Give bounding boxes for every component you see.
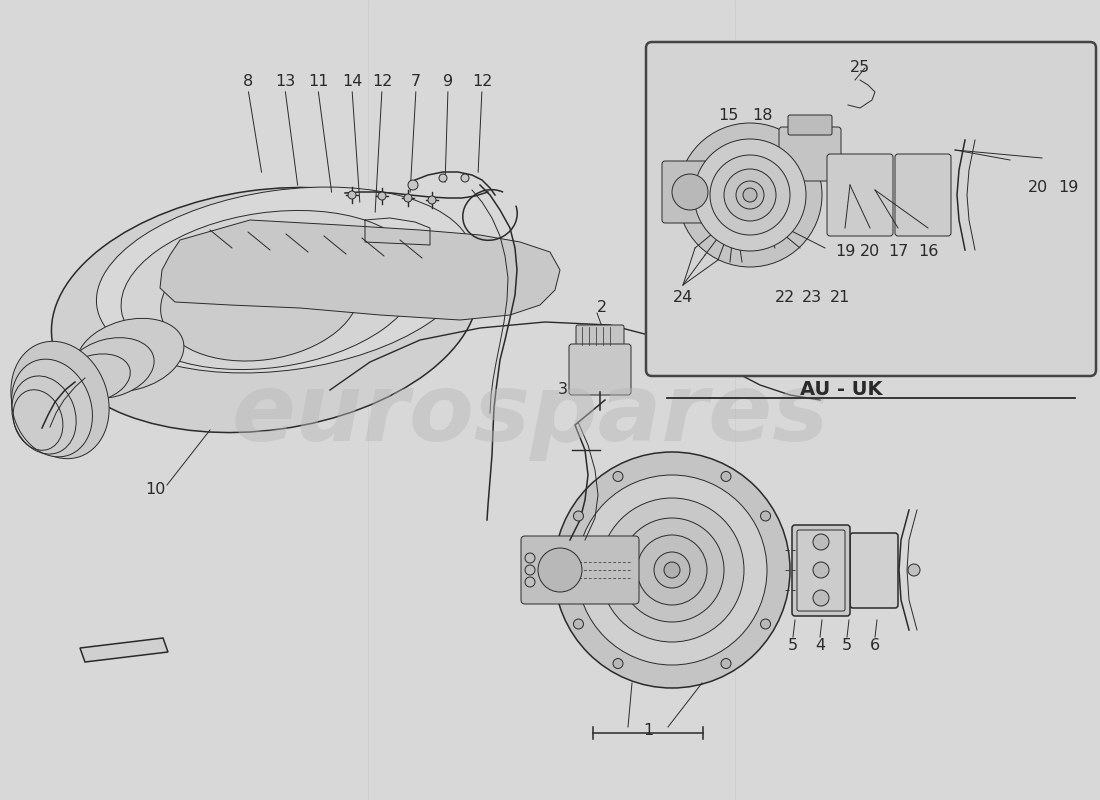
Circle shape [461, 174, 469, 182]
Text: 20: 20 [860, 245, 880, 259]
Text: 18: 18 [751, 107, 772, 122]
Text: 23: 23 [802, 290, 822, 306]
Text: 10: 10 [145, 482, 165, 498]
Circle shape [813, 562, 829, 578]
Circle shape [573, 619, 583, 629]
Text: 14: 14 [342, 74, 362, 90]
Circle shape [654, 552, 690, 588]
Circle shape [760, 511, 770, 521]
Circle shape [525, 553, 535, 563]
Text: 20: 20 [1027, 181, 1048, 195]
FancyBboxPatch shape [827, 154, 893, 236]
Circle shape [600, 498, 744, 642]
Circle shape [613, 658, 623, 669]
Ellipse shape [11, 342, 109, 458]
FancyBboxPatch shape [576, 325, 624, 349]
Circle shape [736, 181, 764, 209]
Circle shape [408, 180, 418, 190]
Text: 7: 7 [411, 74, 421, 90]
Ellipse shape [52, 187, 478, 433]
Circle shape [664, 562, 680, 578]
Text: 1: 1 [642, 723, 653, 738]
FancyBboxPatch shape [569, 344, 631, 395]
FancyBboxPatch shape [521, 536, 639, 604]
Circle shape [525, 565, 535, 575]
Circle shape [428, 196, 436, 204]
Circle shape [742, 188, 757, 202]
Text: eurospares: eurospares [231, 369, 828, 461]
Circle shape [720, 471, 732, 482]
Circle shape [672, 174, 708, 210]
Text: 19: 19 [1058, 181, 1078, 195]
Polygon shape [160, 220, 560, 320]
Text: 19: 19 [835, 245, 855, 259]
Circle shape [348, 191, 356, 199]
Circle shape [578, 475, 767, 665]
FancyBboxPatch shape [850, 533, 898, 608]
Text: 21: 21 [829, 290, 850, 306]
Text: 4: 4 [815, 638, 825, 653]
Circle shape [720, 658, 732, 669]
Text: 25: 25 [850, 61, 870, 75]
Circle shape [378, 192, 386, 200]
Text: 24: 24 [673, 290, 693, 306]
Circle shape [694, 139, 806, 251]
Ellipse shape [59, 354, 130, 402]
FancyBboxPatch shape [646, 42, 1096, 376]
Text: 11: 11 [308, 74, 328, 90]
Circle shape [710, 155, 790, 235]
Polygon shape [80, 638, 168, 662]
Text: 9: 9 [443, 74, 453, 90]
Circle shape [538, 548, 582, 592]
Text: 8: 8 [243, 74, 253, 90]
Circle shape [760, 619, 770, 629]
Text: AU - UK: AU - UK [800, 380, 882, 399]
Text: 12: 12 [472, 74, 492, 90]
FancyBboxPatch shape [895, 154, 952, 236]
Ellipse shape [66, 338, 154, 398]
Ellipse shape [12, 359, 92, 457]
Circle shape [613, 471, 623, 482]
Text: 17: 17 [888, 245, 909, 259]
Ellipse shape [121, 210, 419, 370]
Text: 3: 3 [558, 382, 568, 398]
Circle shape [813, 590, 829, 606]
Text: 13: 13 [275, 74, 295, 90]
Text: 6: 6 [870, 638, 880, 653]
Text: 12: 12 [372, 74, 393, 90]
FancyBboxPatch shape [662, 161, 720, 223]
Circle shape [637, 535, 707, 605]
Ellipse shape [97, 187, 474, 373]
Circle shape [439, 174, 447, 182]
Circle shape [620, 518, 724, 622]
Circle shape [678, 123, 822, 267]
Ellipse shape [76, 318, 184, 392]
Text: 22: 22 [774, 290, 795, 306]
Circle shape [554, 452, 790, 688]
Circle shape [724, 169, 776, 221]
Text: 15: 15 [718, 107, 738, 122]
FancyBboxPatch shape [798, 530, 845, 611]
Circle shape [573, 511, 583, 521]
FancyBboxPatch shape [788, 115, 832, 135]
Text: 2: 2 [597, 301, 607, 315]
FancyBboxPatch shape [792, 525, 850, 616]
Text: 5: 5 [842, 638, 852, 653]
Circle shape [525, 577, 535, 587]
Text: 5: 5 [788, 638, 799, 653]
Text: 16: 16 [917, 245, 938, 259]
FancyBboxPatch shape [779, 127, 842, 181]
Circle shape [908, 564, 920, 576]
Circle shape [813, 534, 829, 550]
Ellipse shape [161, 239, 360, 361]
Circle shape [404, 194, 412, 202]
